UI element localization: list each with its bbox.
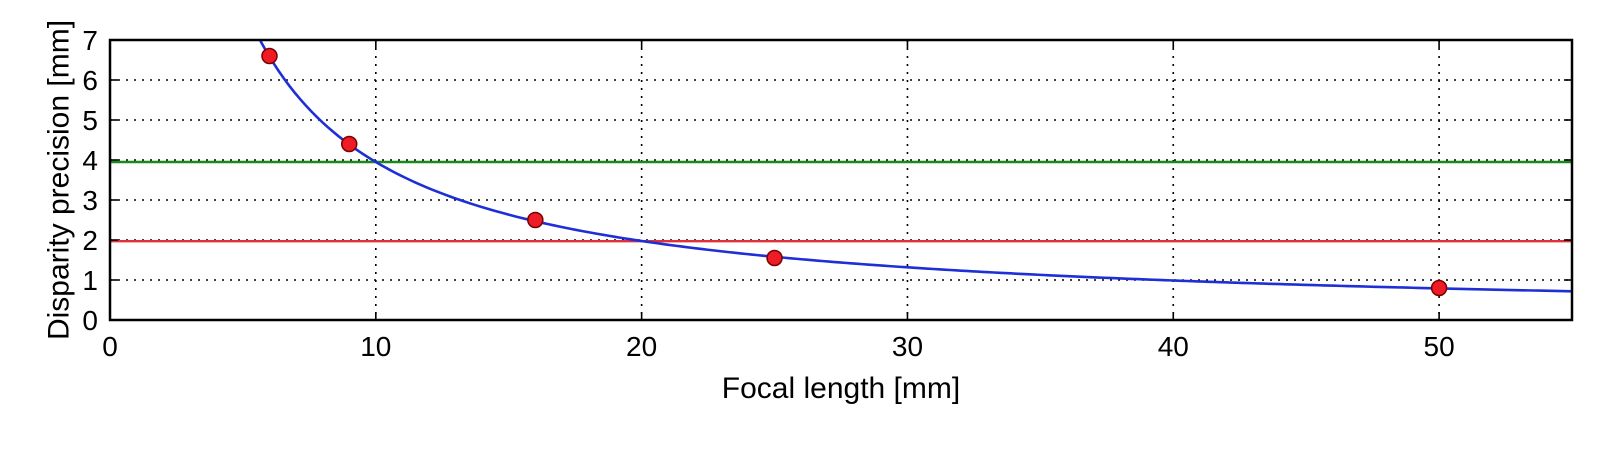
x-tick-label: 50 [1424, 331, 1455, 362]
x-tick-label: 30 [892, 331, 923, 362]
x-tick-label: 10 [360, 331, 391, 362]
curve-layer [258, 40, 1572, 293]
y-tick-label: 7 [82, 25, 98, 56]
y-tick-label: 2 [82, 225, 98, 256]
y-axis-title: Disparity precision [mm] [43, 20, 76, 340]
reference-lines [110, 160, 1572, 243]
y-tick-labels: 0 1 2 3 4 5 6 7 [82, 25, 98, 336]
y-tick-label: 0 [82, 305, 98, 336]
x-axis-title: Focal length [mm] [722, 372, 960, 405]
y-tick-label: 4 [82, 145, 98, 176]
data-point [766, 249, 783, 267]
x-tick-label: 20 [626, 331, 657, 362]
data-point [527, 211, 544, 229]
data-point [261, 47, 278, 65]
tick-marks [109, 39, 1572, 321]
data-point [1430, 279, 1448, 297]
plot-frame [108, 38, 1574, 322]
grid-layer [110, 39, 1572, 320]
x-tick-label: 40 [1158, 331, 1189, 362]
x-tick-label: 0 [102, 331, 118, 362]
y-tick-label: 1 [82, 265, 98, 296]
y-tick-label: 6 [82, 65, 98, 96]
fit-curve [258, 40, 1572, 293]
y-tick-label: 5 [82, 105, 98, 136]
data-point [340, 135, 358, 153]
y-tick-label: 3 [82, 185, 98, 216]
x-tick-labels: 0 10 20 30 40 50 [102, 331, 1454, 362]
data-points [261, 47, 1448, 297]
